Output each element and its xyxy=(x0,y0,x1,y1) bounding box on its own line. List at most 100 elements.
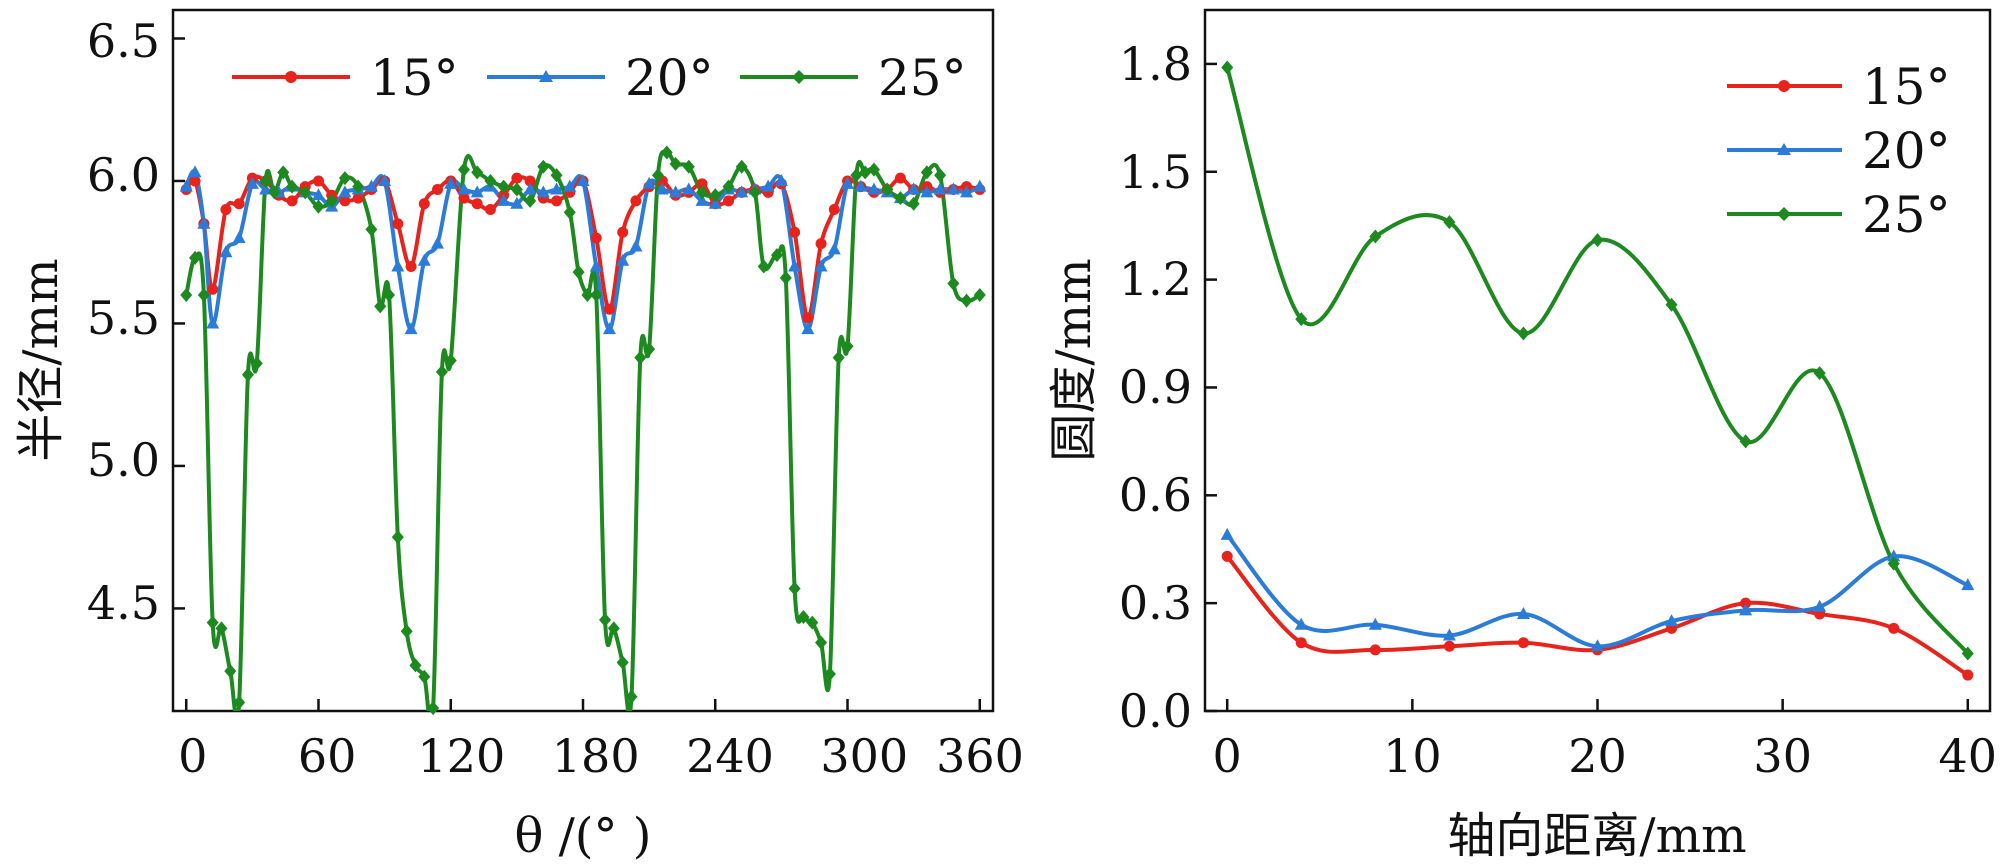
radius-data-point xyxy=(378,173,392,186)
radius-data-point xyxy=(391,259,405,272)
radius-data-point xyxy=(417,253,431,266)
radius-data-point xyxy=(867,162,880,177)
radius-data-point xyxy=(312,175,324,187)
roundness-axis-ticks xyxy=(1205,62,1970,713)
radius-data-point xyxy=(655,182,669,195)
roundness-data-point xyxy=(1888,622,1900,634)
radius-data-point xyxy=(179,179,193,192)
roundness-legend-label-25: 25° xyxy=(1862,186,1951,244)
radius-data-point xyxy=(616,655,629,670)
radius-data-point xyxy=(934,168,947,183)
radius-data-point xyxy=(625,689,638,704)
radius-legend-item-15: 15° xyxy=(232,49,459,107)
radius-data-point xyxy=(259,182,273,195)
radius-data-point xyxy=(748,185,761,200)
radius-data-point xyxy=(299,185,312,200)
radius-data-point xyxy=(364,179,378,192)
radius-data-point xyxy=(602,322,616,335)
radius-data-point xyxy=(457,162,470,177)
radius-data-point xyxy=(788,259,802,272)
roundness-y-tick-label: 0.0 xyxy=(1119,684,1192,738)
roundness-data-point xyxy=(1517,326,1530,341)
roundness-legend-marker-20 xyxy=(1777,143,1791,155)
radius-data-point xyxy=(180,287,193,302)
radius-y-tick-label: 4.5 xyxy=(87,576,160,630)
radius-data-point xyxy=(484,173,497,188)
radius-x-tick-label: 240 xyxy=(686,729,774,783)
roundness-y-tick-labels: 0.0 0.3 0.6 0.9 1.2 1.5 1.8 xyxy=(1119,37,1192,738)
radius-data-point xyxy=(894,191,907,206)
radius-data-point xyxy=(576,173,590,186)
radius-data-point xyxy=(722,195,734,207)
radius-data-point xyxy=(947,276,960,291)
radius-data-point xyxy=(616,253,630,266)
radius-data-point xyxy=(788,581,801,596)
radius-data-point xyxy=(188,165,202,178)
roundness-data-point xyxy=(1368,617,1382,630)
roundness-y-tick-label: 0.3 xyxy=(1119,576,1192,630)
radius-data-point xyxy=(696,185,709,200)
roundness-series-markers xyxy=(1220,60,1975,681)
radius-data-point xyxy=(352,192,364,204)
radius-data-point xyxy=(581,287,594,302)
roundness-x-tick-label: 0 xyxy=(1213,729,1242,783)
roundness-x-tick-label: 20 xyxy=(1568,729,1627,783)
radius-data-point xyxy=(590,232,602,244)
radius-legend: 15° 20° 25° xyxy=(232,49,967,107)
radius-data-point xyxy=(400,624,413,639)
radius-data-point xyxy=(233,198,245,210)
radius-data-point xyxy=(973,287,986,302)
radius-data-point xyxy=(207,283,219,295)
radius-data-point xyxy=(660,145,673,160)
radius-data-point xyxy=(894,172,906,184)
radius-data-point xyxy=(325,193,338,208)
radius-data-point xyxy=(365,222,378,237)
radius-data-point xyxy=(814,259,828,272)
radius-data-point xyxy=(431,236,445,249)
radius-data-point xyxy=(828,203,840,215)
roundness-data-point xyxy=(1739,603,1753,616)
radius-axis-ticks xyxy=(173,37,982,711)
radius-data-point xyxy=(920,165,933,180)
radius-data-point xyxy=(189,175,201,187)
radius-data-point xyxy=(286,195,298,207)
roundness-data-point xyxy=(1961,578,1975,591)
radius-data-point xyxy=(806,615,819,630)
roundness-data-point xyxy=(1369,229,1382,244)
radius-series-lines xyxy=(184,149,982,711)
roundness-data-point xyxy=(1962,669,1974,681)
roundness-y-tick-label: 1.5 xyxy=(1119,145,1192,199)
roundness-x-tick-labels: 0 10 20 30 40 xyxy=(1213,729,1998,783)
radius-data-point xyxy=(510,196,524,209)
radius-data-point xyxy=(563,179,577,192)
radius-data-point xyxy=(224,664,237,679)
roundness-data-point xyxy=(1443,640,1455,652)
roundness-legend-marker-25 xyxy=(1777,207,1791,221)
radius-data-point xyxy=(220,203,232,215)
radius-series-line-diamond xyxy=(184,149,982,711)
radius-data-point xyxy=(536,185,550,198)
roundness-series-line-diamond xyxy=(1225,65,1970,656)
radius-data-point xyxy=(286,179,299,194)
radius-data-point xyxy=(607,621,620,636)
radius-data-point xyxy=(841,339,854,354)
radius-legend-marker-20 xyxy=(539,70,553,82)
roundness-data-point xyxy=(1517,637,1529,649)
roundness-data-point xyxy=(1887,549,1901,562)
radius-data-point xyxy=(197,287,210,302)
roundness-data-point xyxy=(1591,233,1604,248)
radius-data-point xyxy=(682,159,695,174)
radius-data-point xyxy=(682,182,696,195)
radius-data-point xyxy=(338,171,351,186)
radius-data-point xyxy=(802,312,814,324)
radius-data-point xyxy=(383,287,396,302)
roundness-data-point xyxy=(1887,556,1900,571)
radius-legend-marker-15 xyxy=(285,71,297,83)
radius-data-point xyxy=(245,176,259,189)
roundness-data-point xyxy=(1739,434,1752,449)
roundness-legend-marker-15 xyxy=(1778,80,1790,92)
radius-data-point xyxy=(259,173,272,188)
radius-data-point xyxy=(458,192,470,204)
radius-plot-frame xyxy=(171,8,995,713)
